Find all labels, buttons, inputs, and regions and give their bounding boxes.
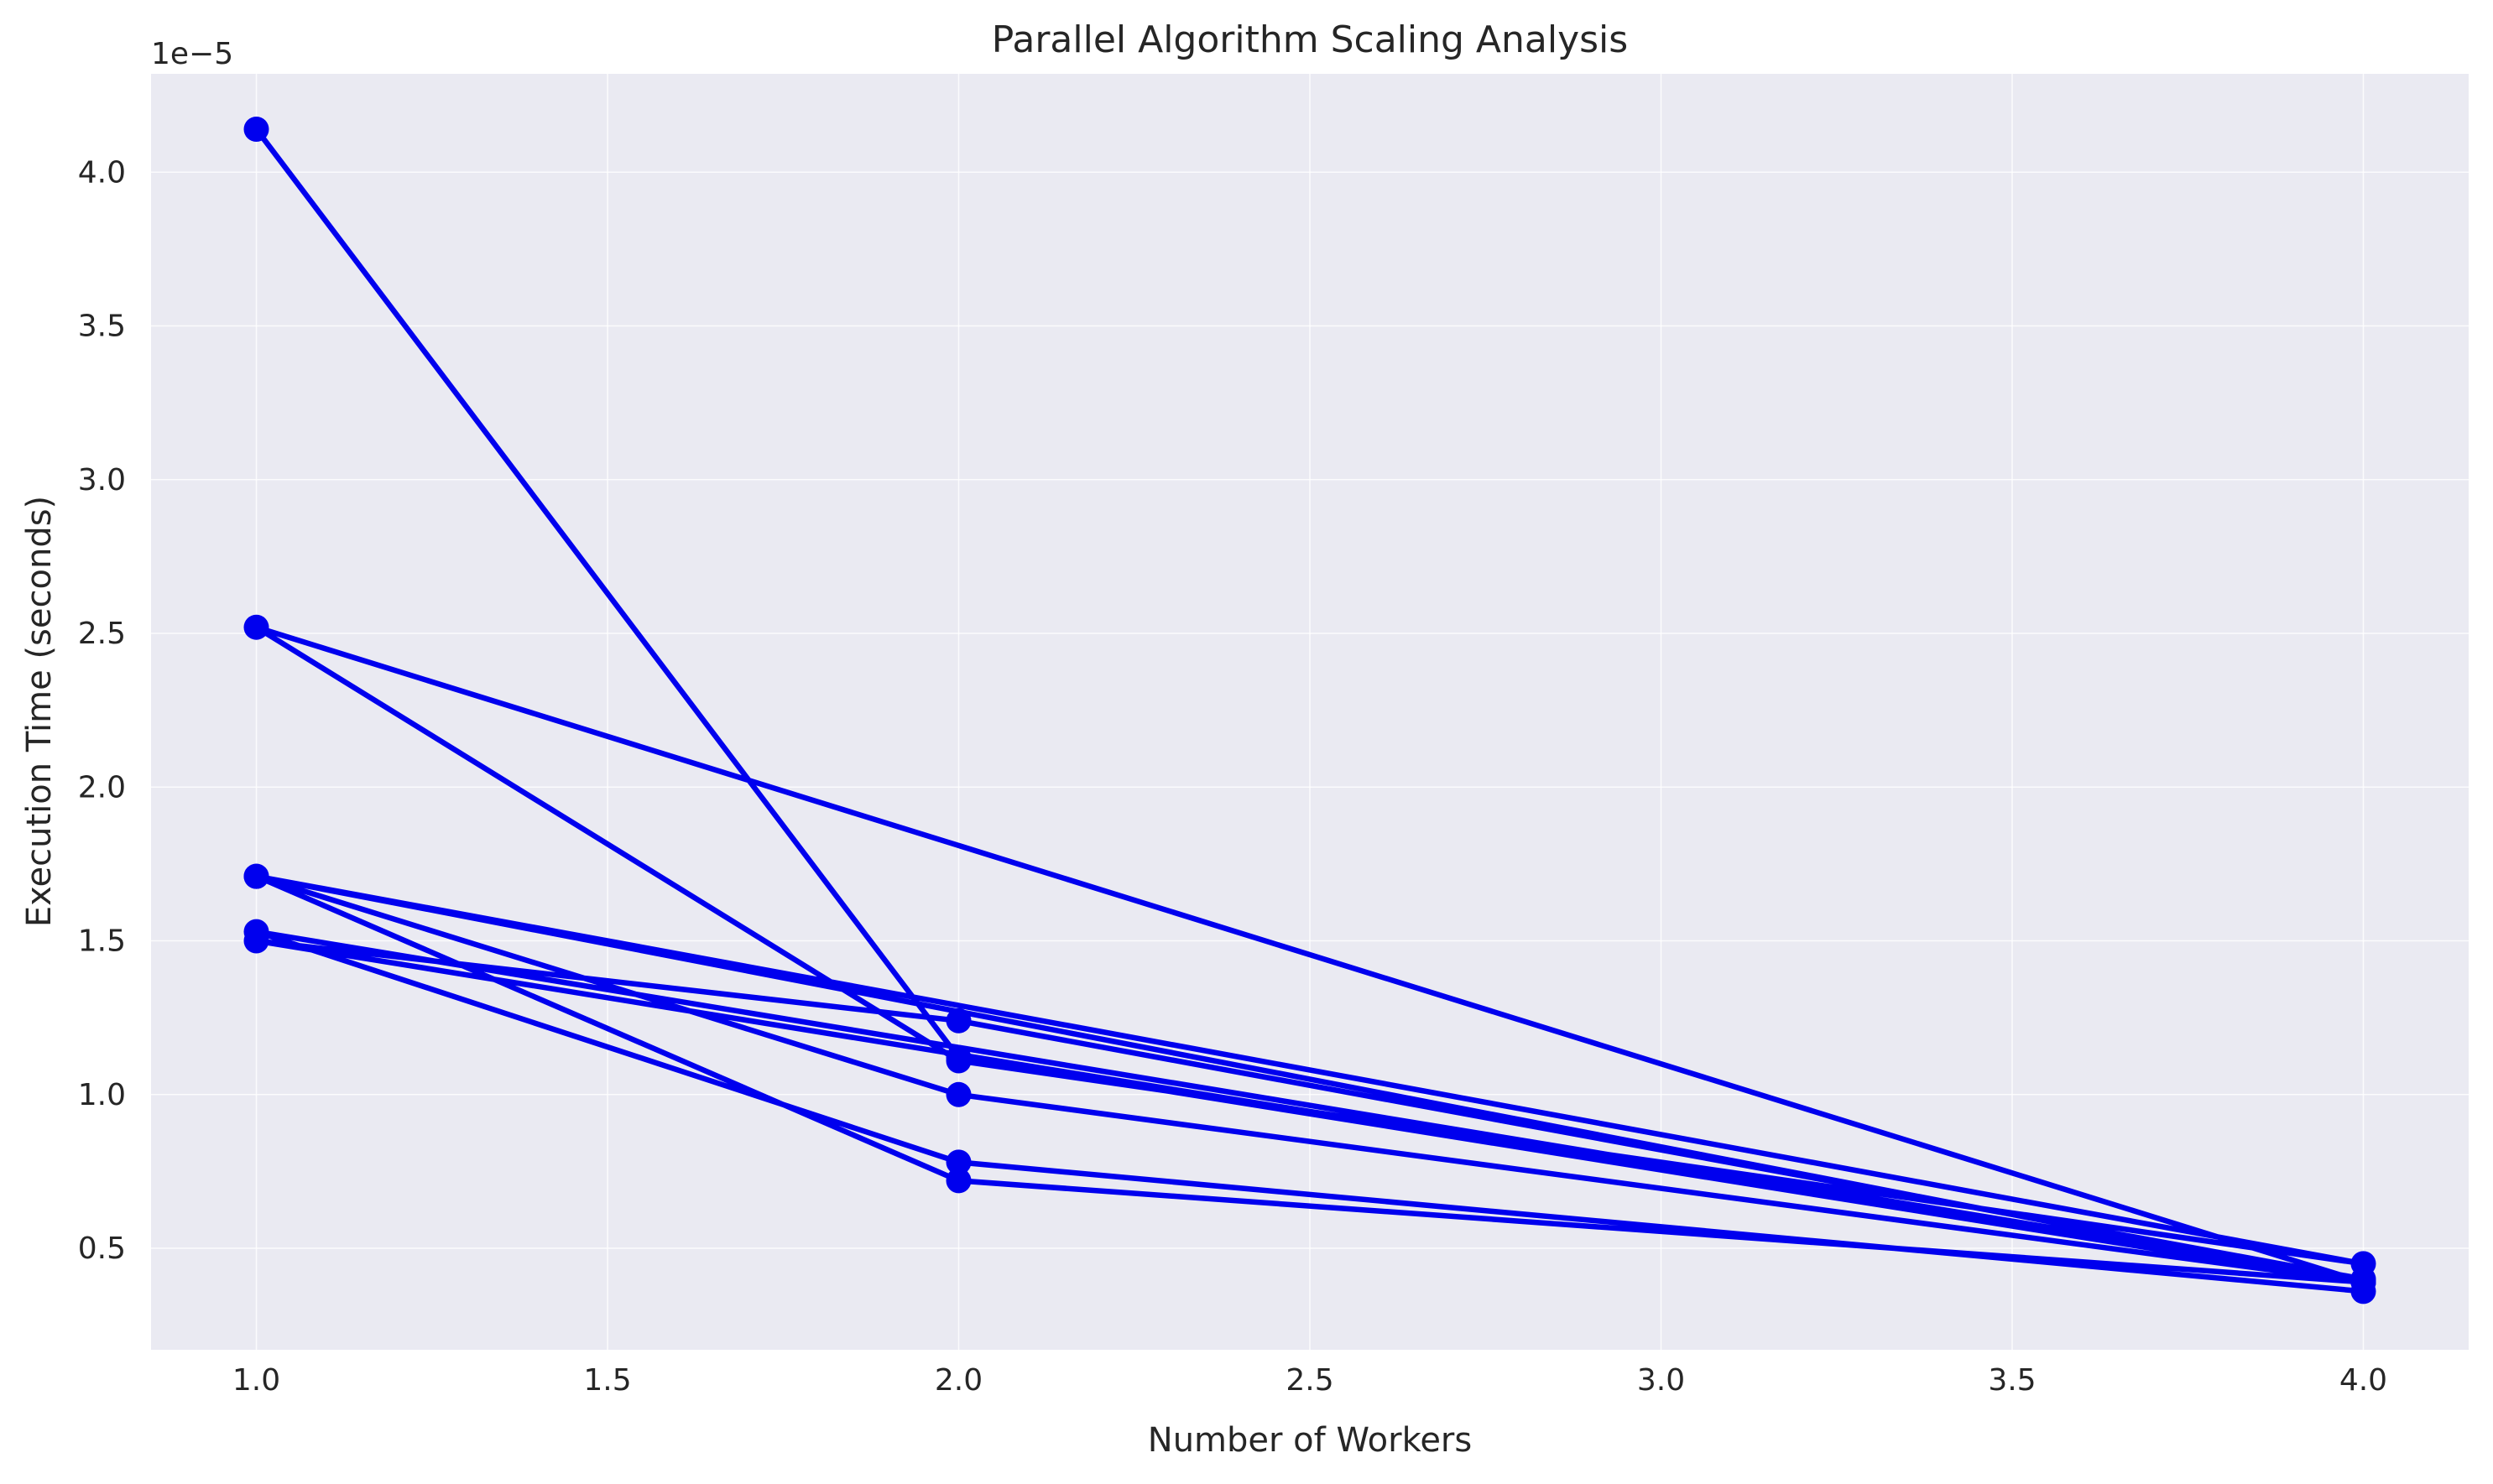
y-tick-label: 3.0 <box>78 463 126 497</box>
x-tick-label: 2.5 <box>1286 1363 1333 1398</box>
y-gridlines <box>151 171 2469 1249</box>
data-point <box>946 1048 972 1074</box>
data-series <box>243 117 2376 1304</box>
data-point <box>243 919 269 945</box>
x-tick-label: 3.5 <box>1988 1363 2036 1398</box>
data-point <box>243 117 269 142</box>
y-tick-label: 3.5 <box>78 310 126 344</box>
x-axis-label: Number of Workers <box>1148 1421 1472 1460</box>
y-tick-label: 4.0 <box>78 155 126 190</box>
data-point <box>946 1149 972 1175</box>
y-axis-offset-label: 1e−5 <box>151 37 233 71</box>
x-tick-labels: 1.0 1.5 2.0 2.5 3.0 3.5 4.0 <box>232 1363 2387 1398</box>
y-tick-label: 2.0 <box>78 770 126 804</box>
y-tick-label: 1.0 <box>78 1078 126 1112</box>
chart-title: Parallel Algorithm Scaling Analysis <box>992 18 1628 61</box>
series-line <box>253 126 2366 1294</box>
x-gridlines <box>255 74 2365 1350</box>
y-tick-label: 0.5 <box>78 1231 126 1266</box>
data-point <box>946 1168 972 1194</box>
data-point <box>243 614 269 640</box>
y-tick-labels: 0.5 1.0 1.5 2.0 2.5 3.0 3.5 4.0 <box>78 155 126 1266</box>
y-tick-label: 1.5 <box>78 924 126 959</box>
data-point <box>946 1008 972 1034</box>
x-tick-label: 1.0 <box>232 1363 280 1398</box>
x-tick-label: 1.5 <box>583 1363 631 1398</box>
x-tick-label: 2.0 <box>935 1363 983 1398</box>
x-tick-label: 4.0 <box>2339 1363 2387 1398</box>
y-tick-label: 2.5 <box>78 617 126 651</box>
y-axis-label: Execution Time (seconds) <box>20 496 59 927</box>
data-point <box>243 863 269 889</box>
x-tick-label: 3.0 <box>1637 1363 1685 1398</box>
data-point <box>946 1081 972 1107</box>
data-point <box>2350 1278 2376 1304</box>
